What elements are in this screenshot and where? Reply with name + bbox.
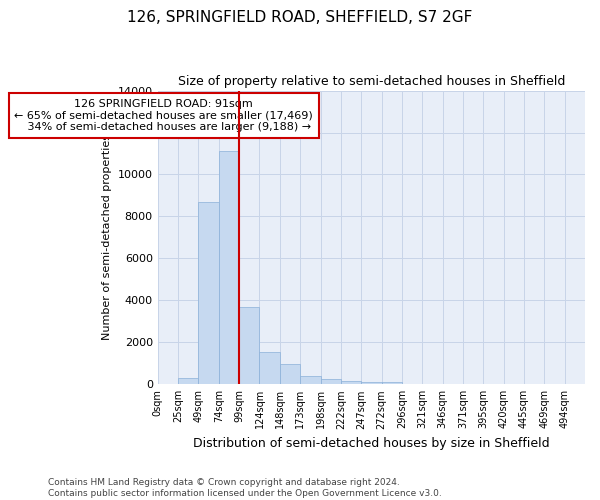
Bar <box>280 364 300 384</box>
Bar <box>382 382 402 384</box>
X-axis label: Distribution of semi-detached houses by size in Sheffield: Distribution of semi-detached houses by … <box>193 437 550 450</box>
Title: Size of property relative to semi-detached houses in Sheffield: Size of property relative to semi-detach… <box>178 75 565 88</box>
Bar <box>259 352 280 384</box>
Y-axis label: Number of semi-detached properties: Number of semi-detached properties <box>102 134 112 340</box>
Text: Contains HM Land Registry data © Crown copyright and database right 2024.
Contai: Contains HM Land Registry data © Crown c… <box>48 478 442 498</box>
Bar <box>239 306 259 384</box>
Bar <box>219 152 239 384</box>
Bar <box>320 379 341 384</box>
Bar <box>361 382 382 384</box>
Text: 126, SPRINGFIELD ROAD, SHEFFIELD, S7 2GF: 126, SPRINGFIELD ROAD, SHEFFIELD, S7 2GF <box>127 10 473 25</box>
Bar <box>341 381 361 384</box>
Text: 126 SPRINGFIELD ROAD: 91sqm
← 65% of semi-detached houses are smaller (17,469)
 : 126 SPRINGFIELD ROAD: 91sqm ← 65% of sem… <box>14 99 313 132</box>
Bar <box>178 378 199 384</box>
Bar <box>300 376 320 384</box>
Bar <box>199 202 219 384</box>
